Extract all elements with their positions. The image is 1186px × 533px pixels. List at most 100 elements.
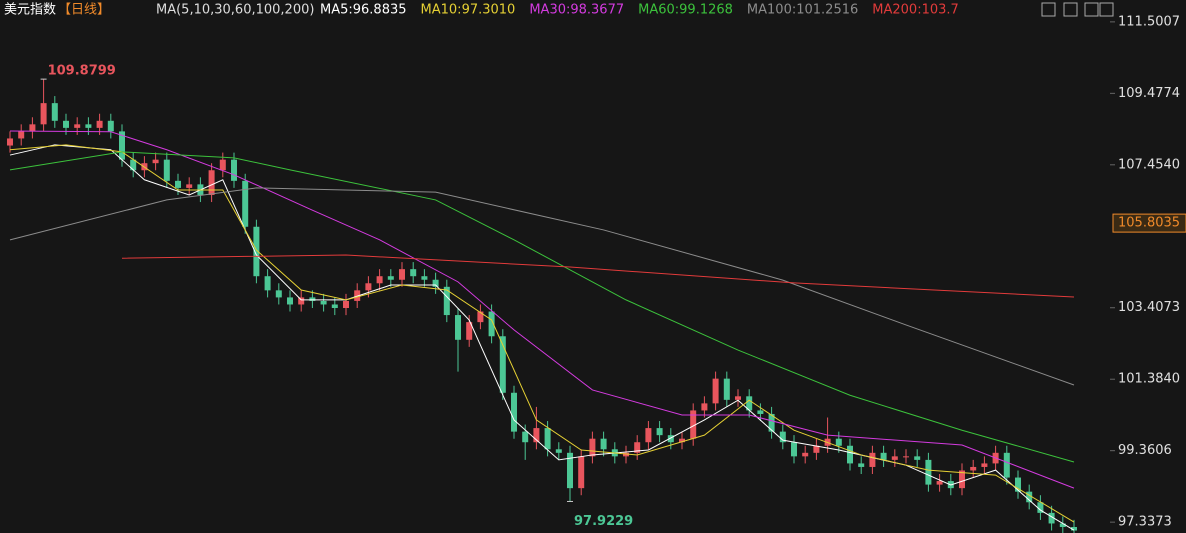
candle-body: [443, 286, 450, 316]
candle-body: [623, 452, 629, 457]
candle-body: [298, 297, 305, 305]
candle-body: [690, 410, 697, 439]
indicator: MA(5,10,30,60,100,200): [156, 3, 314, 18]
candle-body: [466, 322, 473, 340]
candle-body: [970, 466, 977, 471]
candle-body: [847, 445, 853, 464]
candle-body: [746, 396, 753, 411]
last-price-label: 105.8035: [1118, 216, 1180, 231]
toolbar: [1041, 2, 1114, 17]
candle-body: [869, 452, 876, 467]
candle-body: [18, 131, 25, 139]
candle-body: [343, 300, 349, 309]
ma-line: [9, 130, 1075, 489]
candle-body: [511, 392, 517, 432]
annotation: 109.8799: [48, 64, 116, 79]
tool-icon[interactable]: [1084, 2, 1099, 17]
candle-body: [880, 452, 887, 460]
y-tick-label: 107.4540: [1118, 157, 1180, 172]
candle-body: [477, 311, 484, 323]
candle-body: [320, 300, 327, 305]
candle-body: [1015, 477, 1021, 492]
candle-body: [354, 290, 361, 301]
candle-body: [488, 311, 495, 337]
candle-body: [645, 428, 652, 443]
period[interactable]: 【日线】: [58, 3, 110, 18]
legend-entry: MA100:101.2516: [747, 3, 858, 18]
y-tick-label: 109.4774: [1118, 86, 1180, 101]
candle-body: [779, 431, 786, 443]
tool-icon[interactable]: [1041, 2, 1056, 17]
candle-body: [264, 276, 271, 291]
candle-body: [634, 442, 641, 453]
candle-body: [253, 226, 260, 277]
chart-title: 美元指数: [4, 3, 56, 18]
candle-body: [522, 431, 529, 443]
candle-body: [119, 131, 125, 160]
candle-body: [163, 159, 170, 181]
candle-body: [1026, 491, 1033, 503]
candle-body: [275, 290, 282, 298]
legend-entry: MA10:97.3010: [421, 3, 516, 18]
candle-body: [287, 297, 293, 305]
candle-body: [432, 279, 439, 287]
plot-area: [7, 79, 1077, 533]
legend-entry: MA60:99.1268: [638, 3, 733, 18]
candle-body: [578, 456, 585, 489]
candle-body: [914, 456, 921, 460]
candle-body: [1048, 512, 1055, 524]
candle-body: [208, 170, 215, 195]
last-price-box: [1112, 213, 1186, 233]
candle-body: [74, 124, 81, 128]
candle-body: [186, 184, 193, 188]
candle-body: [757, 410, 764, 414]
candle-body: [589, 438, 596, 457]
candle-body: [96, 120, 103, 128]
y-tick-label: 99.3606: [1118, 443, 1172, 458]
candle-body: [309, 297, 316, 301]
candle-body: [858, 463, 865, 467]
candle-body: [40, 103, 47, 125]
candle-body: [365, 283, 372, 291]
candle-body: [1003, 452, 1010, 478]
candle-body: [376, 276, 383, 284]
candle-body: [544, 428, 551, 450]
legend-entry: MA5:96.8835: [320, 3, 407, 18]
candle-body: [567, 452, 573, 489]
candle-body: [712, 378, 719, 404]
ma-line: [121, 254, 1075, 298]
candle-body: [331, 304, 338, 309]
candle-body: [421, 276, 428, 280]
candle-body: [981, 463, 988, 467]
candle-body: [891, 456, 898, 460]
candle-body: [29, 124, 36, 132]
tool-icon[interactable]: [1063, 2, 1078, 17]
candle-body: [175, 180, 181, 188]
candle-body: [735, 396, 741, 400]
candle-body: [679, 438, 685, 443]
candle-body: [499, 336, 506, 393]
candle-body: [925, 459, 932, 485]
ma-line: [9, 144, 1075, 531]
candle-body: [936, 481, 943, 485]
candle-body: [152, 159, 159, 164]
ma-line: [9, 187, 1075, 386]
candle-body: [813, 445, 820, 453]
candle-body: [835, 438, 842, 446]
candle-body: [1071, 526, 1077, 531]
ma-line: [9, 144, 1075, 523]
candle-body: [51, 103, 58, 121]
y-tick-label: 111.5007: [1118, 14, 1180, 29]
legend-entry: MA30:98.3677: [529, 3, 624, 18]
candle-body: [1037, 502, 1044, 513]
candle-body: [231, 159, 237, 181]
candle-body: [85, 124, 92, 128]
candle-body: [455, 315, 461, 340]
candle-body: [410, 269, 417, 277]
tool-icon[interactable]: [1099, 2, 1114, 17]
y-tick-label: 97.3373: [1118, 515, 1172, 530]
candle-body: [63, 120, 69, 128]
candle-body: [387, 276, 394, 280]
candle-body: [107, 120, 114, 132]
